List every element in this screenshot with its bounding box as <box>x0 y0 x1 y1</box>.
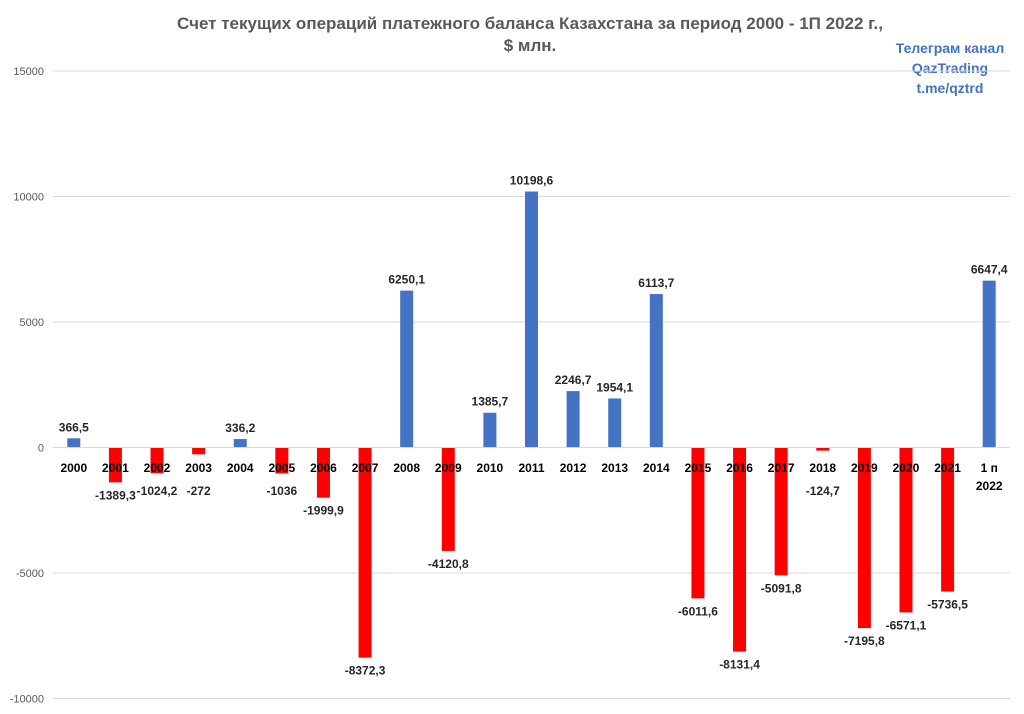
bar <box>358 447 372 658</box>
bar <box>649 294 663 448</box>
data-label: -7195,8 <box>844 634 885 648</box>
watermark-line1: Телеграм канал <box>895 40 1005 56</box>
data-label: -5736,5 <box>927 597 968 611</box>
bar <box>774 447 788 576</box>
y-tick-label: 5000 <box>20 317 44 329</box>
data-label: -1999,9 <box>303 504 344 518</box>
data-label: 6647,4 <box>971 263 1008 277</box>
y-tick-label: -10000 <box>10 694 44 706</box>
data-label: -1389,3 <box>95 488 136 502</box>
data-label: -124,7 <box>806 484 840 498</box>
x-tick-label: 2020 <box>893 461 920 475</box>
bar <box>192 447 206 455</box>
bar <box>691 447 705 599</box>
bar <box>525 191 538 448</box>
x-tick-label: 2014 <box>643 461 670 475</box>
x-tick-label: 2015 <box>685 461 712 475</box>
y-tick-label: 0 <box>38 443 44 455</box>
x-tick-label: 2019 <box>851 461 878 475</box>
y-tick-label: -5000 <box>16 568 44 580</box>
bar <box>108 447 122 483</box>
data-label: 1385,7 <box>472 395 509 409</box>
x-tick-label: 2000 <box>60 461 87 475</box>
bar <box>608 398 622 448</box>
bar <box>816 447 830 451</box>
bar <box>233 439 247 448</box>
chart-title-line2: $ млн. <box>503 36 557 55</box>
x-tick-label: 2016 <box>726 461 753 475</box>
data-label: 6113,7 <box>638 276 674 290</box>
bar <box>857 447 871 629</box>
x-tick-label: 2011 <box>518 461 544 475</box>
bar <box>899 447 913 613</box>
x-tick-label: 2005 <box>268 461 295 475</box>
x-tick-label: 2008 <box>393 461 420 475</box>
x-tick-label: 1 п <box>981 461 998 475</box>
x-tick-label: 2021 <box>934 461 961 475</box>
x-tick-label: 2001 <box>102 461 129 475</box>
bar <box>733 447 747 652</box>
x-tick-label: 2012 <box>560 461 587 475</box>
data-label: 2246,7 <box>555 373 592 387</box>
chart-title-line1: Счет текущих операций платежного баланса… <box>177 14 883 33</box>
data-label: -6571,1 <box>886 618 927 632</box>
data-label: 336,2 <box>225 421 255 435</box>
bar <box>982 280 996 448</box>
bar <box>400 290 414 448</box>
x-tick-label: 2017 <box>768 461 795 475</box>
x-tick-label: 2009 <box>435 461 462 475</box>
data-label: -5091,8 <box>761 581 802 595</box>
y-tick-label: 10000 <box>13 192 44 204</box>
x-tick-label: 2002 <box>144 461 171 475</box>
data-label: 10198,6 <box>510 174 554 188</box>
bar <box>566 391 580 448</box>
bar <box>441 447 455 551</box>
x-tick-label: 2006 <box>310 461 337 475</box>
data-label: -1036 <box>266 484 297 498</box>
data-label: 366,5 <box>59 420 89 434</box>
y-tick-label: 15000 <box>13 66 44 78</box>
x-tick-label: 2018 <box>809 461 836 475</box>
data-label: -1024,2 <box>137 484 178 498</box>
data-label: -272 <box>187 484 211 498</box>
x-tick-label: 2022 <box>976 479 1003 493</box>
x-tick-label: 2003 <box>185 461 212 475</box>
bar <box>316 447 330 498</box>
bar <box>941 447 955 592</box>
bar <box>67 438 81 448</box>
bar <box>150 447 164 474</box>
data-label: -8131,4 <box>719 658 760 672</box>
data-label: -6011,6 <box>678 604 718 618</box>
x-tick-label: 2013 <box>601 461 628 475</box>
x-tick-label: 2004 <box>227 461 254 475</box>
bar <box>483 412 497 448</box>
data-label: -4120,8 <box>428 557 469 571</box>
watermark-line3: t.me/qztrd <box>916 80 984 96</box>
bar <box>275 447 289 474</box>
data-label: -8372,3 <box>345 664 386 678</box>
watermark-line2: QazTrading <box>911 60 989 76</box>
data-label: 1954,1 <box>596 380 633 394</box>
x-tick-label: 2010 <box>477 461 504 475</box>
x-tick-label: 2007 <box>352 461 379 475</box>
data-label: 6250,1 <box>388 273 425 287</box>
